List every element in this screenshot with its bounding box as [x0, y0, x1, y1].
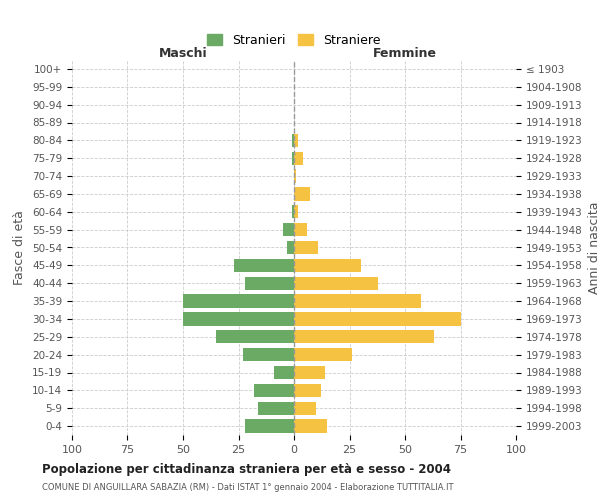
- Bar: [292, 205, 294, 218]
- Bar: [294, 241, 319, 254]
- Bar: [274, 366, 294, 379]
- Bar: [294, 366, 325, 379]
- Bar: [294, 312, 461, 326]
- Bar: [294, 134, 298, 147]
- Bar: [294, 152, 303, 165]
- Bar: [243, 348, 294, 362]
- Legend: Stranieri, Straniere: Stranieri, Straniere: [202, 28, 386, 52]
- Bar: [245, 276, 294, 290]
- Bar: [294, 294, 421, 308]
- Bar: [292, 134, 294, 147]
- Bar: [294, 205, 298, 218]
- Bar: [183, 294, 294, 308]
- Bar: [294, 402, 316, 415]
- Bar: [183, 312, 294, 326]
- Bar: [294, 170, 296, 183]
- Bar: [294, 276, 379, 290]
- Text: Popolazione per cittadinanza straniera per età e sesso - 2004: Popolazione per cittadinanza straniera p…: [42, 462, 451, 475]
- Bar: [294, 330, 434, 344]
- Bar: [287, 241, 294, 254]
- Bar: [294, 348, 352, 362]
- Bar: [283, 223, 294, 236]
- Text: Maschi: Maschi: [158, 47, 208, 60]
- Bar: [292, 152, 294, 165]
- Bar: [294, 187, 310, 200]
- Bar: [217, 330, 294, 344]
- Bar: [294, 384, 320, 397]
- Bar: [245, 420, 294, 433]
- Bar: [234, 258, 294, 272]
- Text: Femmine: Femmine: [373, 47, 437, 60]
- Y-axis label: Fasce di età: Fasce di età: [13, 210, 26, 285]
- Bar: [254, 384, 294, 397]
- Bar: [294, 223, 307, 236]
- Bar: [294, 420, 328, 433]
- Bar: [294, 258, 361, 272]
- Y-axis label: Anni di nascita: Anni di nascita: [588, 201, 600, 294]
- Bar: [259, 402, 294, 415]
- Text: COMUNE DI ANGUILLARA SABAZIA (RM) - Dati ISTAT 1° gennaio 2004 - Elaborazione TU: COMUNE DI ANGUILLARA SABAZIA (RM) - Dati…: [42, 482, 454, 492]
